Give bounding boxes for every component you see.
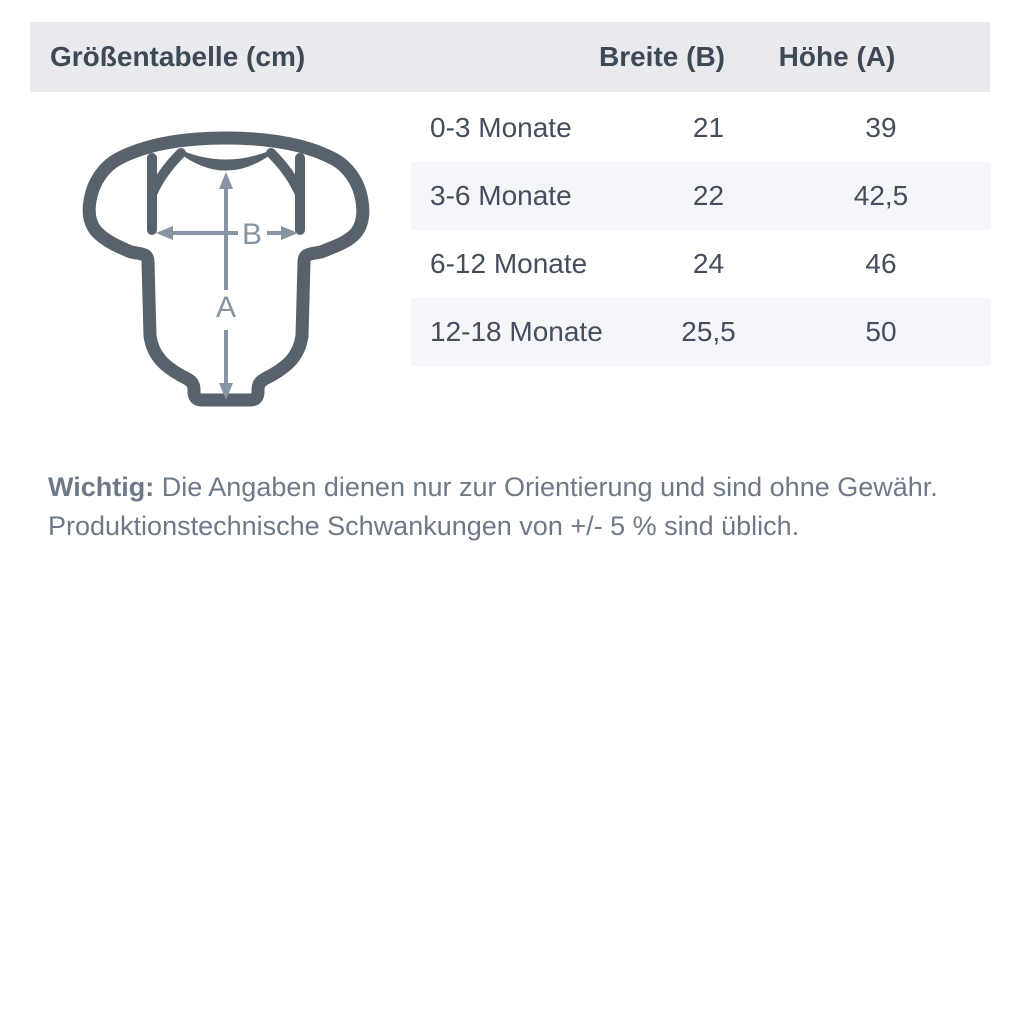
- table-row: 12-18 Monate 25,5 50: [411, 298, 991, 366]
- label-a: A: [216, 291, 236, 324]
- column-header-height: Höhe (A): [778, 41, 896, 72]
- size-table: 0-3 Monate 21 39 3-6 Monate 22 42,5 6-12…: [411, 94, 991, 366]
- note-label: Wichtig:: [48, 472, 155, 502]
- baby-bodysuit-diagram: A B: [82, 131, 370, 407]
- table-row: 3-6 Monate 22 42,5: [411, 162, 991, 230]
- width-value: 22: [692, 180, 725, 211]
- size-label: 12-18 Monate: [430, 316, 603, 347]
- height-value: 50: [865, 316, 897, 347]
- width-value: 24: [692, 248, 725, 279]
- note-line1: Die Angaben dienen nur zur Orientierung …: [161, 472, 938, 502]
- note-line2: Produktionstechnische Schwankungen von +…: [48, 511, 800, 541]
- column-header-width: Breite (B): [598, 41, 725, 72]
- width-arrow: [156, 226, 298, 240]
- label-b: B: [242, 218, 262, 251]
- size-label: 6-12 Monate: [430, 248, 588, 279]
- height-value: 39: [865, 112, 897, 143]
- height-value: 42,5: [853, 180, 909, 211]
- size-label: 3-6 Monate: [430, 180, 572, 211]
- height-arrow: [219, 172, 233, 400]
- table-row: 6-12 Monate 24 46: [411, 230, 991, 298]
- disclaimer-note: Wichtig: Die Angaben dienen nur zur Orie…: [48, 468, 978, 546]
- width-value: 25,5: [681, 316, 736, 347]
- table-row: 0-3 Monate 21 39: [411, 94, 991, 162]
- size-table-header: Größentabelle (cm) Breite (B) Höhe (A): [30, 22, 990, 92]
- width-value: 21: [692, 112, 725, 143]
- page-title: Größentabelle (cm): [50, 41, 306, 72]
- size-label: 0-3 Monate: [430, 112, 572, 143]
- height-value: 46: [865, 248, 897, 279]
